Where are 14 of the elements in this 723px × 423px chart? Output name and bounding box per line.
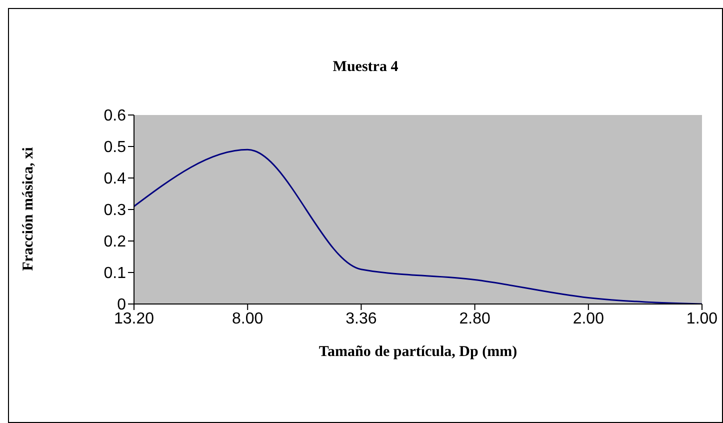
x-tick-label: 2.00 [572, 310, 604, 328]
y-tick-label: 0.5 [104, 139, 126, 156]
y-tick-label: 0.2 [104, 234, 126, 251]
x-tick-label: 2.80 [459, 310, 490, 328]
chart-title: Muestra 4 [332, 59, 400, 76]
y-tick-label: 0.4 [104, 170, 126, 188]
y-axis-title: Fracción másica, xi [20, 147, 38, 271]
y-tick-label: 0.3 [104, 202, 126, 220]
x-tick-label: 8.00 [232, 310, 264, 328]
x-tick-label: 1.00 [686, 310, 718, 328]
x-tick-label: 3.36 [346, 310, 377, 328]
y-tick-label: 0.6 [104, 108, 126, 125]
y-tick-label: 0.1 [104, 265, 126, 282]
x-axis-title: Tamaño de partícula, Dp (mm) [318, 344, 518, 361]
